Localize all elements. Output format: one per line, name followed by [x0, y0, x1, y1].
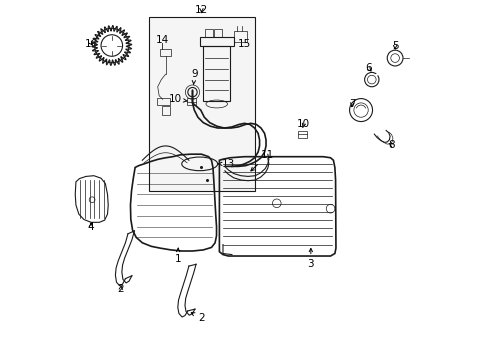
Text: 7: 7	[348, 99, 355, 109]
Text: 9: 9	[191, 69, 197, 85]
Text: 4: 4	[87, 222, 94, 231]
Text: 10: 10	[297, 120, 309, 129]
Text: 11: 11	[250, 150, 274, 171]
Text: 12: 12	[194, 5, 208, 15]
Bar	[214, 30, 222, 37]
Bar	[148, 17, 254, 191]
Bar	[162, 107, 169, 116]
Text: 1: 1	[175, 248, 181, 264]
Text: 16: 16	[84, 39, 98, 49]
Bar	[233, 31, 247, 42]
Text: 5: 5	[391, 41, 398, 50]
Text: 6: 6	[364, 63, 371, 73]
Text: 10: 10	[169, 94, 187, 104]
Text: 3: 3	[307, 248, 313, 269]
Text: 14: 14	[155, 35, 168, 45]
Bar	[187, 98, 196, 105]
Bar	[203, 45, 230, 101]
Text: 2: 2	[117, 284, 124, 294]
Bar	[160, 49, 171, 56]
Text: 8: 8	[387, 140, 394, 150]
Text: 15: 15	[237, 39, 251, 49]
Bar	[199, 37, 233, 45]
Text: 2: 2	[191, 313, 204, 323]
Bar	[204, 30, 212, 37]
Bar	[156, 98, 170, 105]
Text: 13: 13	[218, 159, 235, 169]
Bar	[297, 131, 306, 138]
